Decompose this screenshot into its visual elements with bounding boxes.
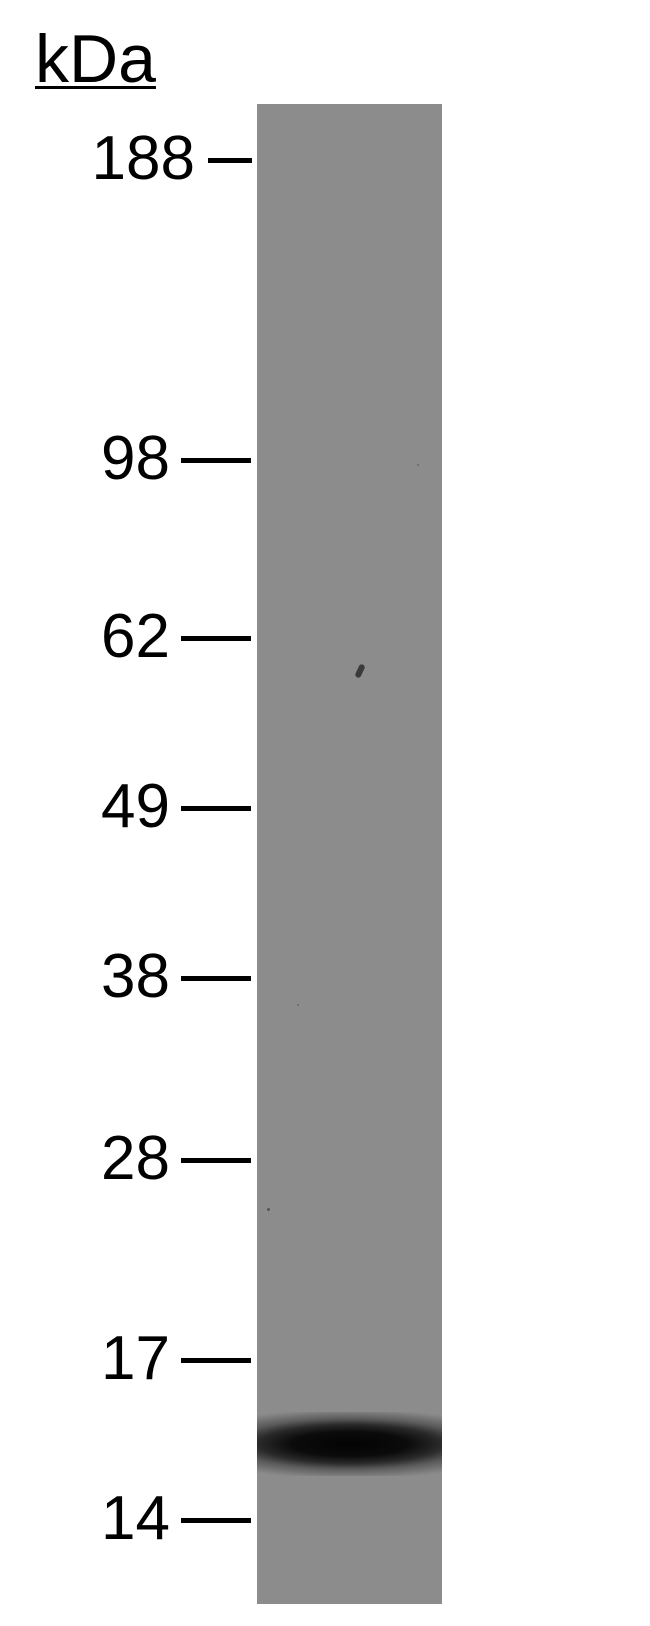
- marker-tick: [208, 158, 252, 163]
- marker-tick: [181, 976, 251, 981]
- lane-noise: [354, 663, 365, 678]
- blot-lane: [257, 104, 442, 1604]
- marker-tick: [181, 1358, 251, 1363]
- marker-label: 49: [80, 771, 170, 842]
- marker-label: 14: [80, 1483, 170, 1554]
- marker-label: 17: [80, 1323, 170, 1394]
- marker-tick: [181, 806, 251, 811]
- marker-tick: [181, 636, 251, 641]
- marker-tick: [181, 458, 251, 463]
- marker-label: 188: [70, 123, 195, 194]
- lane-noise: [417, 464, 419, 466]
- kda-header: kDa: [35, 20, 156, 98]
- protein-band: [257, 1412, 442, 1476]
- lane-noise: [267, 1208, 270, 1211]
- lane-noise: [297, 1004, 299, 1006]
- marker-tick: [181, 1518, 251, 1523]
- marker-label: 62: [80, 601, 170, 672]
- marker-tick: [181, 1158, 251, 1163]
- marker-label: 38: [80, 941, 170, 1012]
- marker-label: 28: [80, 1123, 170, 1194]
- western-blot-figure: kDa 188 98 62 49 38 28 17 14: [0, 0, 650, 1626]
- marker-label: 98: [80, 423, 170, 494]
